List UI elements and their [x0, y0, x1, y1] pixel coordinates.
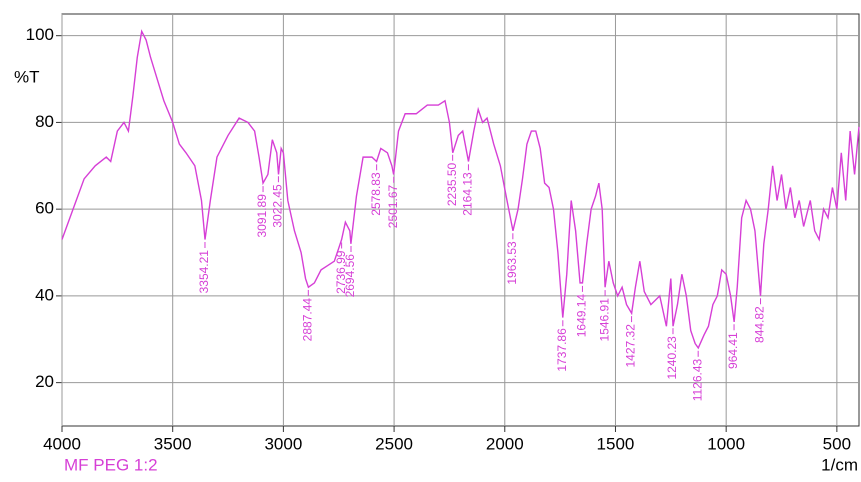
y-axis-label: %T	[14, 67, 40, 86]
peak-label: 1737.86	[555, 328, 569, 372]
peak-label: 2578.83	[369, 172, 383, 216]
x-tick-label: 1500	[597, 434, 635, 453]
peak-label: 844.82	[753, 306, 767, 343]
x-tick-label: 2500	[375, 434, 413, 453]
peak-label: 2501.67	[386, 185, 400, 229]
peak-label: 3354.21	[197, 250, 211, 294]
x-axis-label: 1/cm	[821, 455, 858, 474]
peak-label: 1240.23	[665, 336, 679, 380]
x-tick-label: 3000	[264, 434, 302, 453]
peak-label: 2694.56	[343, 254, 357, 298]
x-tick-label: 3500	[154, 434, 192, 453]
y-tick-label: 40	[35, 285, 54, 304]
peak-label: 2736.99	[334, 250, 348, 294]
peak-label: 2887.44	[300, 298, 314, 342]
peak-label: 3022.45	[271, 184, 285, 228]
peak-label: 1963.53	[505, 241, 519, 285]
y-tick-label: 60	[35, 199, 54, 218]
peak-label: 3091.89	[255, 194, 269, 238]
series-name: MF PEG 1:2	[64, 455, 158, 474]
y-tick-label: 100	[26, 25, 54, 44]
y-tick-label: 20	[35, 372, 54, 391]
peak-label: 2164.13	[461, 172, 475, 216]
peak-label: 1546.91	[597, 298, 611, 342]
x-tick-label: 1000	[707, 434, 745, 453]
peak-label: 2235.50	[445, 162, 459, 206]
y-tick-label: 80	[35, 112, 54, 131]
x-tick-label: 2000	[486, 434, 524, 453]
spectrum-line	[61, 29, 860, 350]
peak-label: 1427.32	[624, 324, 638, 368]
peak-label: 1649.14	[575, 294, 589, 338]
x-tick-label: 4000	[43, 434, 81, 453]
x-tick-label: 500	[823, 434, 851, 453]
peak-label: 964.41	[726, 332, 740, 369]
peak-label: 1126.43	[690, 358, 704, 401]
